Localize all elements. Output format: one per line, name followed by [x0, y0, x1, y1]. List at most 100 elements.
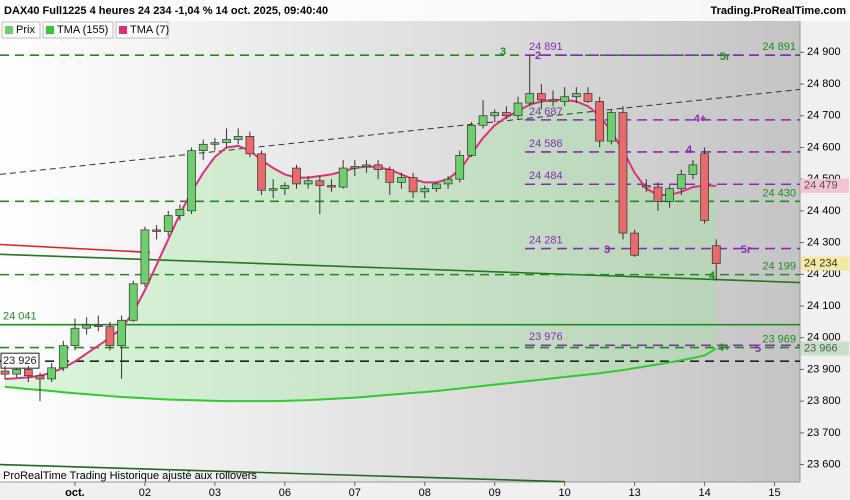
candle-body [140, 229, 150, 285]
candle-body [711, 245, 721, 264]
candle-body [548, 99, 558, 102]
annotation: 5r [741, 244, 752, 256]
candle-body [82, 324, 91, 329]
candle-body [128, 283, 138, 321]
y-tick-label: 24 700 [807, 110, 841, 122]
candle-body [408, 177, 418, 193]
candle-body [385, 169, 395, 183]
level-tag [0, 352, 40, 369]
candle-body [105, 326, 115, 346]
price-tag-label: 24 479 [804, 180, 838, 192]
candle-body [35, 375, 45, 380]
candle-body [397, 177, 406, 183]
trendline [0, 88, 801, 175]
level-label: 24 586 [529, 138, 563, 150]
candle-body [478, 115, 488, 126]
candle-body [467, 124, 476, 156]
annotation: 4 [686, 144, 693, 156]
candle-body [560, 96, 570, 102]
y-tick-label: 24 300 [807, 236, 841, 248]
annotation: 5r [720, 51, 731, 63]
y-tick-label: 23 800 [807, 395, 841, 407]
y-tick-label: 23 900 [807, 363, 841, 375]
candle-body [653, 186, 663, 202]
candle-body [443, 178, 453, 185]
candle-body [525, 93, 535, 104]
level-label: 24 891 [762, 41, 796, 53]
legend-label: TMA (7) [130, 24, 169, 36]
candle-body [268, 188, 278, 191]
trendline [0, 463, 566, 483]
y-tick-label: 24 000 [807, 332, 841, 344]
price-tag [801, 178, 849, 193]
y-tick-label: 23 700 [807, 427, 841, 439]
legend-swatch [119, 26, 127, 34]
candle-body [47, 367, 56, 380]
candle-body [93, 324, 103, 327]
x-tick-label: 13 [629, 487, 641, 499]
y-tick-label: 23 600 [807, 458, 841, 470]
trendline [0, 253, 801, 284]
candle-body [362, 164, 371, 167]
annotation: 3 [604, 244, 610, 256]
annotation: 3 [500, 46, 506, 58]
legend-swatch [46, 26, 54, 34]
x-tick-label: 06 [279, 487, 291, 499]
header-source: Trading.ProRealTime.com [710, 5, 846, 17]
level-label: 24 891 [529, 41, 563, 53]
y-tick-label: 24 800 [807, 78, 841, 90]
candle-body [280, 185, 290, 190]
candle-body [338, 167, 348, 188]
level-label: 24 199 [762, 261, 796, 273]
candle-body [618, 112, 628, 234]
candle-body [233, 136, 243, 140]
candle-body [537, 93, 546, 101]
candle-body [700, 153, 709, 221]
candle-body [688, 164, 698, 175]
price-tag [801, 341, 849, 356]
candle-body [23, 369, 33, 377]
y-tick-label: 24 200 [807, 268, 841, 280]
candle-body [606, 112, 616, 142]
candle-body [163, 215, 173, 232]
trendline [0, 243, 151, 254]
level-label: 24 041 [3, 311, 37, 323]
candle-body [257, 153, 266, 191]
candle-body [245, 136, 255, 155]
annotation: 4+ [718, 342, 731, 354]
x-tick-label: 02 [139, 487, 151, 499]
ma-line [4, 347, 717, 403]
candle-body [187, 150, 196, 212]
legend-box [115, 21, 169, 39]
candle-body [70, 327, 80, 346]
candle-body [303, 180, 313, 185]
x-tick-label: 10 [559, 487, 571, 499]
y-tick-label: 24 100 [807, 300, 841, 312]
price-tag-label: 23 966 [804, 342, 838, 354]
candle-body [0, 370, 10, 375]
level-label: 24 430 [762, 187, 796, 199]
candle-body [152, 229, 161, 232]
candle-body [583, 93, 593, 102]
level-label: 24 484 [529, 170, 563, 182]
candle-body [350, 166, 360, 169]
x-tick-label: 14 [698, 487, 710, 499]
annotation: 4+ [694, 113, 707, 125]
level-label: 23 969 [762, 333, 796, 345]
candle-body [420, 188, 430, 193]
candle-body [595, 101, 605, 142]
x-axis-background [0, 482, 800, 500]
y-axis-background [800, 0, 850, 500]
candle-body [210, 142, 220, 145]
annotation: 4 [709, 270, 716, 282]
candle-body [315, 180, 325, 186]
price-tag-label: 24 234 [804, 257, 838, 269]
price-tag [801, 256, 849, 271]
x-tick-label: 08 [419, 487, 431, 499]
level-label: 24 281 [529, 235, 563, 247]
level-label: 24 687 [529, 106, 563, 118]
annotation: 5 [755, 343, 761, 355]
legend-label: Prix [16, 24, 35, 36]
candle-body [292, 167, 301, 185]
